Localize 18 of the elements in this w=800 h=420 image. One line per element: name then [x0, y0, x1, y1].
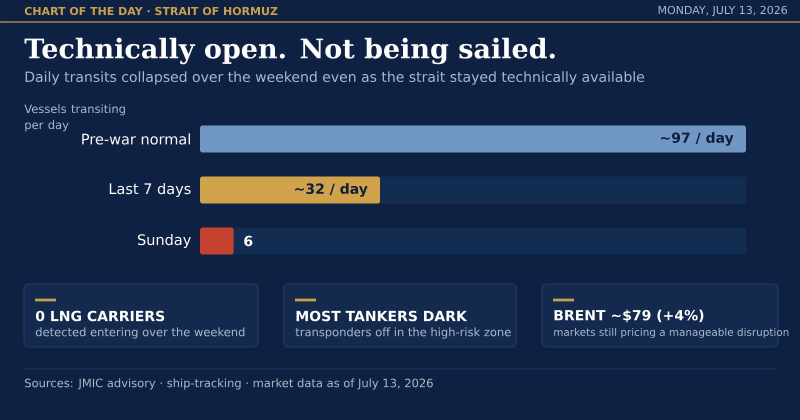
y-tick-label: Pre-war normal	[82, 133, 190, 145]
y-axis-title: Vessels transiting per day	[24, 104, 125, 132]
text: detected entering over the weekend	[36, 327, 244, 339]
data-label: ~32 / day	[295, 183, 368, 197]
text: 0 LNG CARRIERS	[36, 310, 164, 322]
y-tick-label: Sunday	[138, 234, 191, 248]
text: BRENT ~$79 (+4%)	[554, 310, 704, 322]
text: transponders off in the high-risk zone	[296, 327, 511, 339]
data-label: 6	[244, 236, 252, 246]
chart-title: Technically open. Not being sailed.	[24, 38, 555, 64]
text: CHART OF THE DAY · STRAIT OF HORMUZ	[24, 6, 278, 16]
y-tick-label: Last 7 days	[110, 182, 191, 197]
chart-subtitle: Daily transits collapsed over the weekend even as the strait stayed technically available	[26, 71, 644, 85]
text: MONDAY, JULY 13, 2026	[658, 6, 788, 16]
text: MOST TANKERS DARK	[296, 310, 468, 322]
data-label: ~97 / day	[660, 132, 734, 146]
text: markets still pricing a manageable disruption	[554, 328, 788, 338]
source-note: Sources: JMIC advisory · ship-tracking · market data as of July 13, 2026	[25, 378, 433, 390]
